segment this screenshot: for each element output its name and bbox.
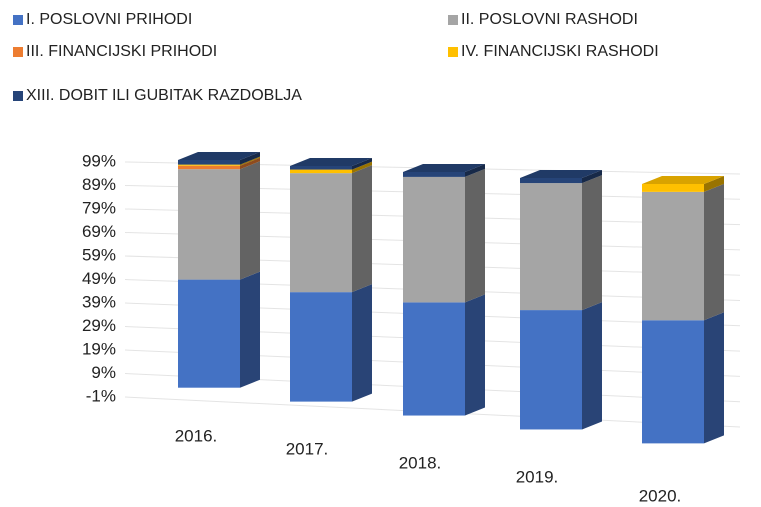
bar-top bbox=[403, 164, 485, 172]
y-tick-label: 49% bbox=[82, 269, 116, 288]
y-tick-label: -1% bbox=[86, 386, 116, 405]
bar-segment bbox=[403, 302, 465, 416]
legend-swatch bbox=[13, 47, 23, 57]
y-tick-label: 9% bbox=[91, 363, 116, 382]
bar-segment bbox=[290, 173, 352, 293]
bar-side bbox=[465, 164, 485, 177]
x-tick-label: 2017. bbox=[286, 439, 329, 458]
x-tick-label: 2016. bbox=[175, 426, 218, 445]
bar-side bbox=[240, 271, 260, 388]
bar-side bbox=[465, 168, 485, 303]
bar-segment bbox=[178, 169, 240, 280]
bar-segment bbox=[520, 178, 582, 184]
bar-segment bbox=[178, 160, 240, 165]
y-tick-label: 19% bbox=[82, 339, 116, 358]
bar-segment bbox=[290, 166, 352, 170]
x-tick-label: 2018. bbox=[399, 453, 442, 472]
y-tick-label: 39% bbox=[82, 292, 116, 311]
legend-label: IV. FINANCIJSKI RASHODI bbox=[461, 43, 659, 60]
bar-side bbox=[352, 158, 372, 170]
bar-segment bbox=[290, 292, 352, 402]
bar-side bbox=[240, 156, 260, 166]
legend-label: XIII. DOBIT ILI GUBITAK RAZDOBLJA bbox=[26, 87, 302, 104]
x-tick-label: 2020. bbox=[639, 486, 682, 505]
legend-label: III. FINANCIJSKI PRIHODI bbox=[26, 43, 217, 60]
bar-segment bbox=[520, 183, 582, 311]
bar-segment bbox=[642, 320, 704, 444]
bar-top bbox=[290, 158, 372, 166]
bar-top bbox=[178, 152, 260, 160]
y-tick-label: 89% bbox=[82, 175, 116, 194]
bar-side bbox=[352, 161, 372, 174]
y-tick-label: 69% bbox=[82, 222, 116, 241]
bar-side bbox=[704, 312, 724, 444]
bar-side bbox=[465, 294, 485, 416]
legend-label: II. POSLOVNI RASHODI bbox=[461, 11, 638, 28]
y-tick-label: 79% bbox=[82, 198, 116, 217]
bar-segment bbox=[290, 169, 352, 174]
y-tick-label: 99% bbox=[82, 151, 116, 170]
bar-segment bbox=[520, 310, 582, 430]
y-tick-label: 29% bbox=[82, 316, 116, 335]
bar-top bbox=[642, 176, 724, 184]
bar-segment bbox=[642, 184, 704, 192]
bar-side bbox=[704, 176, 724, 192]
bar-side bbox=[240, 161, 260, 280]
bar-side bbox=[582, 302, 602, 430]
bar-side bbox=[704, 183, 724, 321]
bar-top bbox=[520, 170, 602, 178]
bar-side bbox=[582, 175, 602, 311]
bar-segment bbox=[642, 191, 704, 321]
y-tick-label: 59% bbox=[82, 245, 116, 264]
bar-side bbox=[352, 284, 372, 402]
bar-segment bbox=[178, 165, 240, 170]
legend-swatch bbox=[448, 15, 458, 25]
bar-segment bbox=[178, 279, 240, 388]
bar-side bbox=[240, 157, 260, 170]
bar-side bbox=[352, 165, 372, 293]
legend-swatch bbox=[448, 47, 458, 57]
bar-segment bbox=[403, 172, 465, 177]
bar-segment bbox=[178, 164, 240, 166]
legend-swatch bbox=[13, 91, 23, 101]
bar-side bbox=[240, 152, 260, 165]
bar-segment bbox=[403, 176, 465, 303]
legend-swatch bbox=[13, 15, 23, 25]
x-tick-label: 2019. bbox=[516, 467, 559, 486]
legend-label: I. POSLOVNI PRIHODI bbox=[26, 11, 192, 28]
bar-side bbox=[582, 170, 602, 184]
